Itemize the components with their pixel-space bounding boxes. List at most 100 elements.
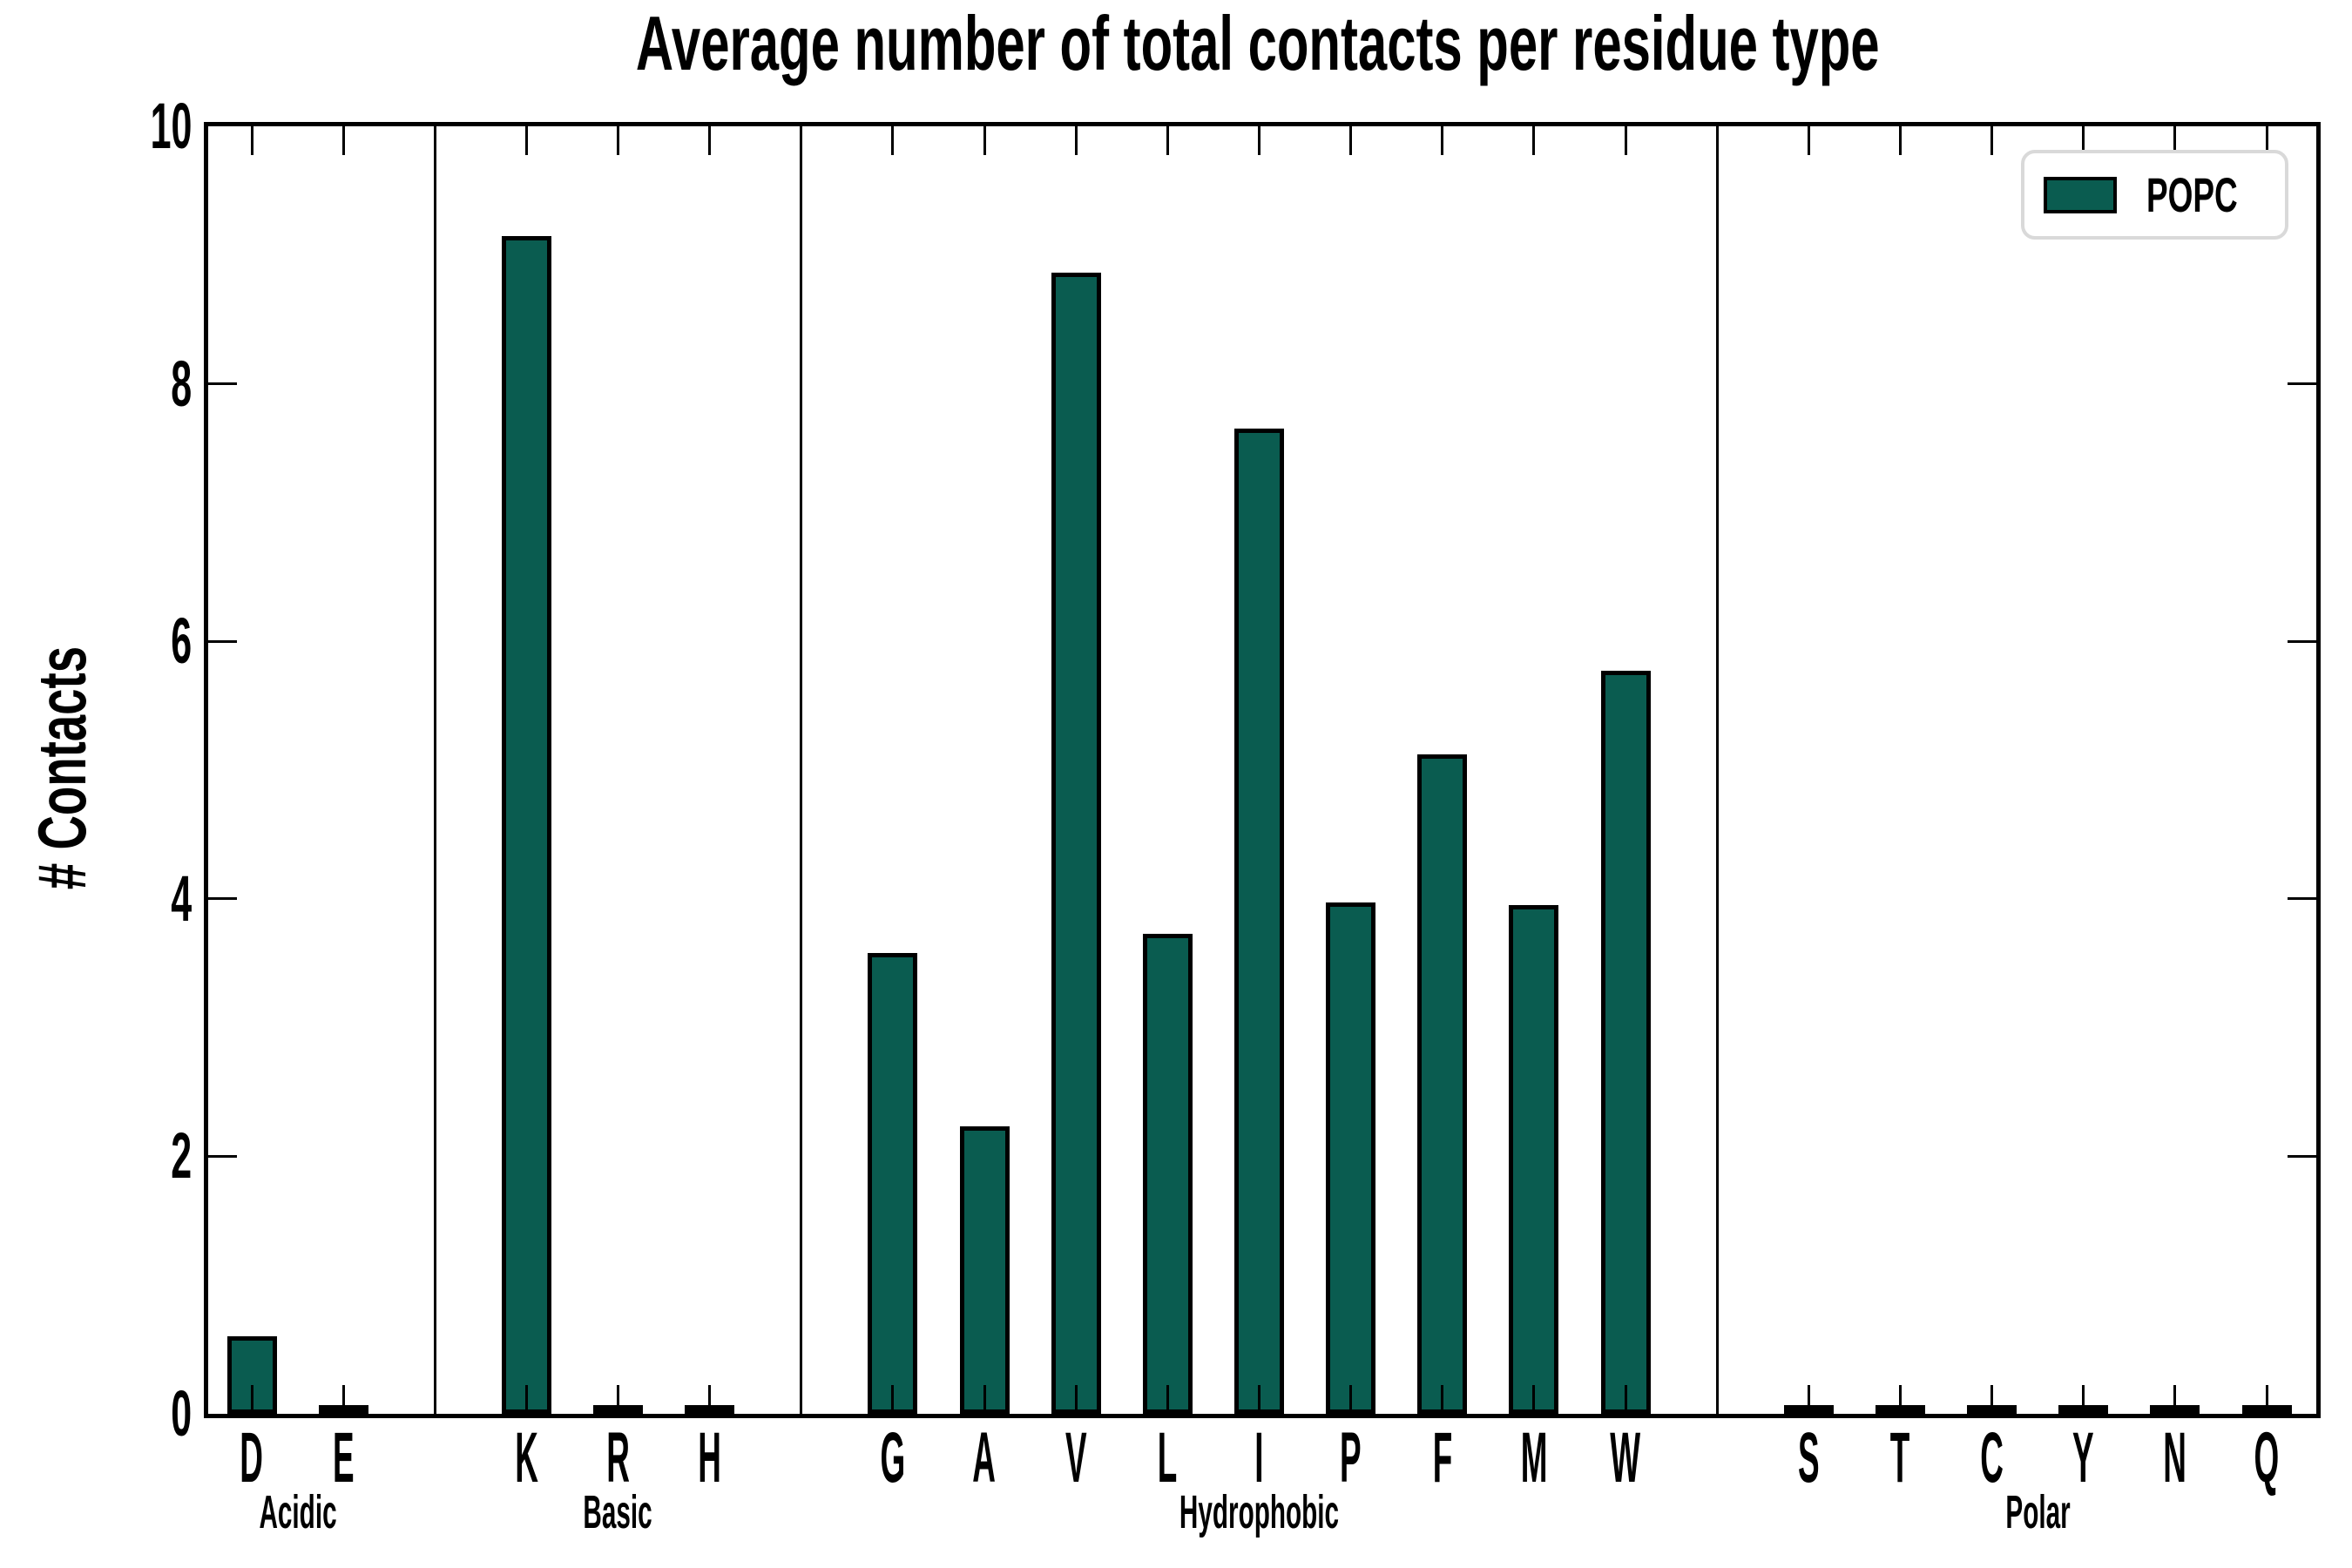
x-tick [1166, 126, 1169, 155]
x-tick [1258, 1385, 1260, 1414]
bar-P [1326, 902, 1376, 1414]
x-tick [891, 126, 895, 155]
group-label-Polar: Polar [2005, 1486, 2071, 1538]
y-tick-label-10: 10 [150, 90, 192, 162]
chart-title-text: Average number of total contacts per res… [636, 0, 1880, 86]
x-tick-label-S: S [1797, 1418, 1820, 1497]
y-tick [208, 382, 237, 386]
y-tick [2288, 1154, 2316, 1158]
x-tick-label-P: P [1340, 1418, 1362, 1497]
x-tick [2265, 126, 2268, 155]
chart-title: Average number of total contacts per res… [204, 5, 2312, 82]
x-tick [1624, 1385, 1627, 1414]
group-divider [433, 126, 436, 1414]
y-tick [2288, 639, 2316, 643]
x-tick [1990, 126, 1994, 155]
x-tick [341, 1385, 345, 1414]
x-tick-label-M: M [1520, 1418, 1548, 1497]
x-tick [1898, 126, 1902, 155]
x-tick [2173, 1385, 2177, 1414]
x-tick [617, 126, 620, 155]
x-tick-label-K: K [515, 1418, 538, 1497]
x-tick-label-R: R [606, 1418, 630, 1497]
y-tick-label-0: 0 [171, 1377, 192, 1450]
x-tick-label-D: D [240, 1418, 264, 1497]
x-tick [1807, 1385, 1810, 1414]
x-tick-label-E: E [332, 1418, 355, 1497]
legend-swatch [2044, 176, 2118, 213]
y-tick-label-6: 6 [171, 605, 192, 678]
bar-W [1600, 671, 1651, 1414]
x-tick-label-N: N [2163, 1418, 2187, 1497]
y-axis-label-text: # Contacts [23, 645, 100, 890]
x-tick [708, 126, 712, 155]
group-label-Hydrophobic: Hydrophobic [1179, 1486, 1340, 1538]
bar-F [1417, 754, 1468, 1414]
x-tick [1349, 1385, 1353, 1414]
group-divider [1715, 126, 1719, 1414]
bar-K [501, 236, 551, 1414]
x-tick [617, 1385, 620, 1414]
bar-I [1234, 429, 1284, 1414]
legend: POPC [2021, 150, 2288, 240]
x-tick [2265, 1385, 2268, 1414]
x-tick [1074, 126, 1078, 155]
x-tick [524, 1385, 528, 1414]
x-tick [1624, 126, 1627, 155]
x-tick-label-W: W [1610, 1418, 1641, 1497]
y-tick-label-4: 4 [171, 862, 192, 935]
x-tick [250, 126, 253, 155]
x-tick [1532, 126, 1536, 155]
x-tick [2082, 1385, 2085, 1414]
y-tick [2288, 897, 2316, 901]
x-tick [1990, 1385, 1994, 1414]
y-tick [208, 639, 237, 643]
x-tick [2082, 126, 2085, 155]
y-tick [208, 1154, 237, 1158]
legend-label: POPC [2146, 167, 2239, 222]
x-tick-label-Q: Q [2254, 1418, 2280, 1497]
y-tick [2288, 382, 2316, 386]
x-tick [708, 1385, 712, 1414]
bar-M [1509, 905, 1559, 1414]
y-axis-label: # Contacts [5, 122, 118, 1414]
x-tick [891, 1385, 895, 1414]
x-tick-label-V: V [1064, 1418, 1087, 1497]
group-label-Basic: Basic [583, 1486, 653, 1538]
x-tick [524, 126, 528, 155]
x-tick-label-Y: Y [2072, 1418, 2095, 1497]
plot-area [204, 122, 2321, 1418]
group-label-Acidic: Acidic [258, 1486, 337, 1538]
x-tick [1166, 1385, 1169, 1414]
x-tick [1807, 126, 1810, 155]
x-tick-label-C: C [1980, 1418, 2004, 1497]
bar-G [868, 953, 918, 1414]
x-tick-label-I: I [1254, 1418, 1264, 1497]
x-tick [983, 126, 986, 155]
x-tick [1258, 126, 1260, 155]
bar-V [1051, 273, 1101, 1414]
x-tick [1074, 1385, 1078, 1414]
x-tick [2173, 126, 2177, 155]
x-tick [1349, 126, 1353, 155]
x-tick-label-A: A [972, 1418, 997, 1497]
x-tick [1532, 1385, 1536, 1414]
x-tick [983, 1385, 986, 1414]
x-tick-label-L: L [1158, 1418, 1178, 1497]
y-tick-label-2: 2 [171, 1119, 192, 1193]
x-tick-label-T: T [1890, 1418, 1910, 1497]
x-tick-label-G: G [880, 1418, 906, 1497]
bar-L [1142, 934, 1193, 1414]
bar-A [959, 1126, 1010, 1414]
x-tick [250, 1385, 253, 1414]
y-tick-label-8: 8 [171, 347, 192, 420]
x-tick [1441, 1385, 1444, 1414]
x-tick [1898, 1385, 1902, 1414]
group-divider [800, 126, 803, 1414]
x-tick-label-H: H [698, 1418, 721, 1497]
x-tick [341, 126, 345, 155]
x-tick [1441, 126, 1444, 155]
y-tick [208, 897, 237, 901]
x-tick-label-F: F [1432, 1418, 1453, 1497]
